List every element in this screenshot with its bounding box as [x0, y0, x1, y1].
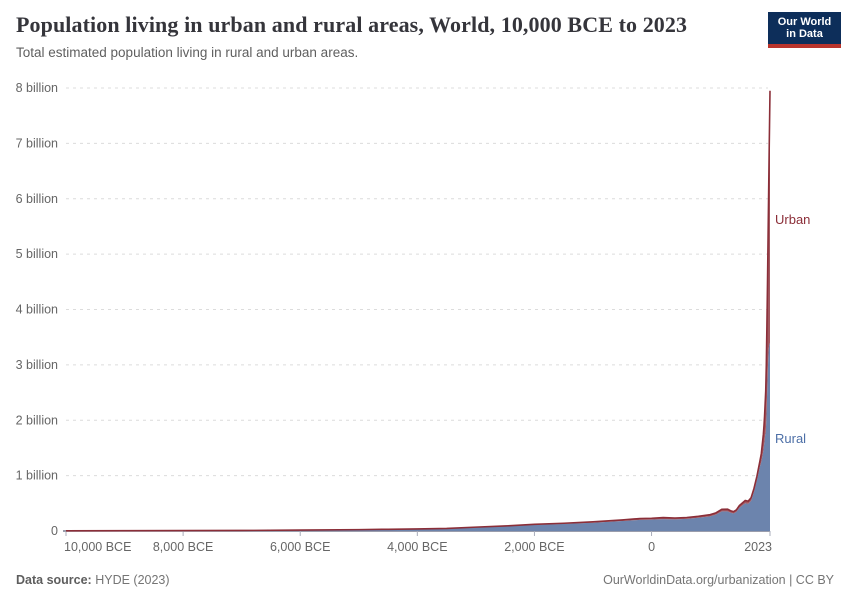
- y-axis-labels: 0 1 billion 2 billion 3 billion 4 billion 5 b…: [16, 81, 58, 538]
- owid-logo-box: Our World in Data: [768, 12, 841, 44]
- urban-series-label[interactable]: Urban: [775, 212, 810, 227]
- data-source-value: HYDE (2023): [91, 573, 170, 587]
- y-gridlines: [66, 87, 768, 477]
- x-tick-label: 2023: [744, 540, 772, 554]
- y-tick-label: 4 billion: [16, 303, 58, 317]
- x-axis-labels: 10,000 BCE 8,000 BCE 6,000 BCE 4,000 BCE 2,0…: [64, 540, 772, 554]
- y-tick-label: 3 billion: [16, 358, 58, 372]
- x-tick-label: 0: [648, 540, 655, 554]
- x-tick-label: 8,000 BCE: [153, 540, 213, 554]
- data-source-label: Data source:: [16, 573, 92, 587]
- owid-logo[interactable]: Our World in Data: [768, 12, 841, 48]
- y-tick-label: 1 billion: [16, 469, 58, 483]
- rural-area[interactable]: [66, 342, 770, 531]
- data-source: Data source: HYDE (2023): [16, 573, 170, 587]
- chart-subtitle: Total estimated population living in rur…: [16, 45, 359, 60]
- y-tick-label: 5 billion: [16, 247, 58, 261]
- x-tick-label: 6,000 BCE: [270, 540, 330, 554]
- chart-header: Population living in urban and rural are…: [16, 12, 756, 60]
- urban-area[interactable]: [66, 90, 770, 531]
- owid-logo-line2: in Data: [786, 28, 823, 40]
- x-tick-label: 4,000 BCE: [387, 540, 447, 554]
- chart-footer: Data source: HYDE (2023) OurWorldinData.…: [16, 573, 834, 587]
- chart-title: Population living in urban and rural are…: [16, 12, 688, 37]
- x-axis-ticks: [65, 531, 771, 536]
- y-tick-label: 7 billion: [16, 136, 58, 150]
- credit-link[interactable]: OurWorldinData.org/urbanization | CC BY: [603, 573, 834, 587]
- rural-series-label[interactable]: Rural: [775, 431, 806, 446]
- y-tick-label: 6 billion: [16, 192, 58, 206]
- x-tick-label: 10,000 BCE: [64, 540, 131, 554]
- y-tick-label: 8 billion: [16, 81, 58, 95]
- y-tick-label: 2 billion: [16, 413, 58, 427]
- x-tick-label: 2,000 BCE: [504, 540, 564, 554]
- urban-total-line: [65, 90, 771, 532]
- owid-logo-red-strip: [768, 44, 841, 48]
- y-tick-label: 0: [51, 524, 58, 538]
- owid-logo-line1: Our World: [777, 15, 832, 28]
